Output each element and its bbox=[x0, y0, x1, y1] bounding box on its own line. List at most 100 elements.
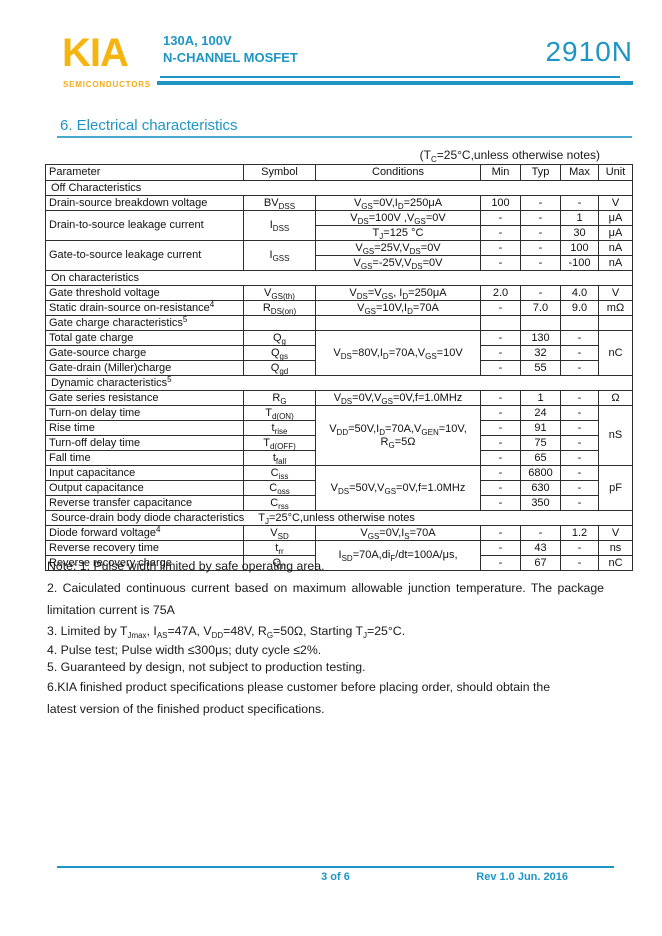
cell-conditions: VGS=-25V,VDS=0V bbox=[315, 255, 481, 271]
note-6: 6.KIA finished product specifications pl… bbox=[47, 680, 551, 716]
cell-parameter: Diode forward voltage4 bbox=[45, 525, 244, 541]
table-header-row: Parameter Symbol Conditions Min Typ Max … bbox=[45, 164, 633, 181]
cell-symbol: Qgs bbox=[243, 345, 316, 361]
cell-parameter: Drain-source breakdown voltage bbox=[45, 195, 244, 211]
note-4: 4. Pulse test; Pulse width ≤300μs; duty … bbox=[47, 643, 322, 657]
electrical-characteristics-table: Parameter Symbol Conditions Min Typ Max … bbox=[45, 164, 633, 571]
cell-max: 100 bbox=[560, 240, 599, 256]
note-3: 3. Limited by TJmax, IAS=47A, VDD=48V, R… bbox=[47, 624, 406, 640]
header-typ: Typ bbox=[520, 164, 561, 181]
cell-min: - bbox=[480, 300, 521, 316]
table-row: Rise time trise - 91 - bbox=[45, 420, 633, 436]
section-label: On characteristics bbox=[45, 270, 633, 286]
cell-parameter: Input capacitance bbox=[45, 465, 244, 481]
cell-parameter: Gate threshold voltage bbox=[45, 285, 244, 301]
table-row: Output capacitance Coss - 630 - bbox=[45, 480, 633, 496]
cell-max: - bbox=[560, 345, 599, 361]
cell-min: - bbox=[480, 465, 521, 481]
cell-unit: nA bbox=[598, 255, 633, 271]
cell-unit: nC bbox=[598, 555, 633, 571]
section-label: Source-drain body diode characteristics T… bbox=[45, 510, 633, 526]
cell-min: - bbox=[480, 435, 521, 451]
cell-max: - bbox=[560, 495, 599, 511]
cell-symbol: Ciss bbox=[243, 465, 316, 481]
cell-typ: - bbox=[520, 225, 561, 241]
cell-unit: nC bbox=[598, 330, 633, 376]
table-row: Static drain-source on-resistance4 RDS(o… bbox=[45, 300, 633, 316]
cell-min: - bbox=[480, 540, 521, 556]
cell-parameter: Turn-on delay time bbox=[45, 405, 244, 421]
note-5: 5. Guaranteed by design, not subject to … bbox=[47, 660, 366, 674]
cell-conditions: VDS=0V,VGS=0V,f=1.0MHz bbox=[315, 390, 481, 406]
cell-unit: V bbox=[598, 285, 633, 301]
cell-min: - bbox=[480, 480, 521, 496]
cell-symbol: VSD bbox=[243, 525, 316, 541]
cell-typ: 67 bbox=[520, 555, 561, 571]
kia-logo: KIA bbox=[62, 31, 129, 75]
cell-parameter: Gate-to-source leakage current bbox=[45, 240, 244, 271]
cell-min: - bbox=[480, 420, 521, 436]
empty-cell bbox=[315, 315, 481, 331]
cell-min: - bbox=[480, 495, 521, 511]
cell-typ: 55 bbox=[520, 360, 561, 376]
cell-min: - bbox=[480, 390, 521, 406]
table-row: VGS=-25V,VDS=0V - - -100 nA bbox=[46, 255, 633, 271]
table-row: Gate-drain (Miller)charge Qgd - 55 - bbox=[45, 360, 633, 376]
conditions-line: VDD=50V,ID=70A,VGEN=10V, bbox=[329, 422, 467, 437]
cell-parameter: Rise time bbox=[45, 420, 244, 436]
cell-typ: 43 bbox=[520, 540, 561, 556]
empty-cell bbox=[598, 315, 633, 331]
cell-conditions: TJ=125 °C bbox=[315, 225, 481, 241]
table-row: Drain-to-source leakage current IDSS VDS… bbox=[45, 210, 633, 241]
table-row: Reverse recovery time trr ISD=70A,diF/dt… bbox=[45, 540, 633, 571]
cell-symbol: RDS(on) bbox=[243, 300, 316, 316]
page-title: 6. Electrical characteristics bbox=[60, 117, 238, 134]
cell-max: 30 bbox=[560, 225, 599, 241]
header-rule-thin bbox=[160, 76, 620, 78]
cell-symbol: IGSS bbox=[243, 240, 316, 271]
cell-min: - bbox=[480, 255, 521, 271]
cell-symbol: Crss bbox=[243, 495, 316, 511]
cell-conditions: VGS=25V,VDS=0V bbox=[315, 240, 481, 256]
cell-unit: pF bbox=[598, 465, 633, 511]
cell-max: - bbox=[560, 405, 599, 421]
title-underline bbox=[57, 136, 632, 138]
conditions-line: RG=5Ω bbox=[380, 435, 416, 450]
cell-parameter: Reverse recovery charge bbox=[45, 555, 244, 571]
cell-typ: 6800 bbox=[520, 465, 561, 481]
header-rule-thick bbox=[157, 81, 633, 85]
cell-symbol: trise bbox=[243, 420, 316, 436]
cell-max: - bbox=[560, 195, 599, 211]
cell-typ: - bbox=[520, 210, 561, 226]
cell-symbol: Qrr bbox=[243, 555, 316, 571]
table-row: Diode forward voltage4 VSD VGS=0V,IS=70A… bbox=[45, 525, 633, 541]
cell-typ: 75 bbox=[520, 435, 561, 451]
cell-parameter: Static drain-source on-resistance4 bbox=[45, 300, 244, 316]
table-row: Gate threshold voltage VGS(th) VDS=VGS, … bbox=[45, 285, 633, 301]
cell-conditions: VDS=VGS, ID=250μA bbox=[315, 285, 481, 301]
cell-min: - bbox=[480, 405, 521, 421]
cell-conditions: VDS=100V ,VGS=0V bbox=[315, 210, 481, 226]
cell-unit: mΩ bbox=[598, 300, 633, 316]
cell-typ: 91 bbox=[520, 420, 561, 436]
section-title-text: Source-drain body diode characteristics bbox=[51, 511, 245, 524]
note-2: 2. Caiculated continuous current based o… bbox=[47, 581, 604, 617]
section-row: On characteristics bbox=[45, 270, 633, 286]
cell-min: 2.0 bbox=[480, 285, 521, 301]
cell-typ: 32 bbox=[520, 345, 561, 361]
test-condition-note: (TC=25°C,unless otherwise notes) bbox=[419, 148, 600, 164]
cell-unit: nA bbox=[598, 240, 633, 256]
cell-conditions: VDS=80V,ID=70A,VGS=10V bbox=[315, 330, 481, 376]
cell-typ: 7.0 bbox=[520, 300, 561, 316]
cell-typ: 1 bbox=[520, 390, 561, 406]
cell-min: 100 bbox=[480, 195, 521, 211]
cell-unit: μA bbox=[598, 225, 633, 241]
section-row: Off Characteristics bbox=[45, 180, 633, 196]
product-type: N-CHANNEL MOSFET bbox=[163, 50, 298, 65]
table-row: Reverse recovery charge Qrr - 67 - nC bbox=[45, 555, 633, 571]
cell-symbol: BVDSS bbox=[243, 195, 316, 211]
cell-max: - bbox=[560, 465, 599, 481]
cell-max: 4.0 bbox=[560, 285, 599, 301]
cell-typ: - bbox=[520, 195, 561, 211]
